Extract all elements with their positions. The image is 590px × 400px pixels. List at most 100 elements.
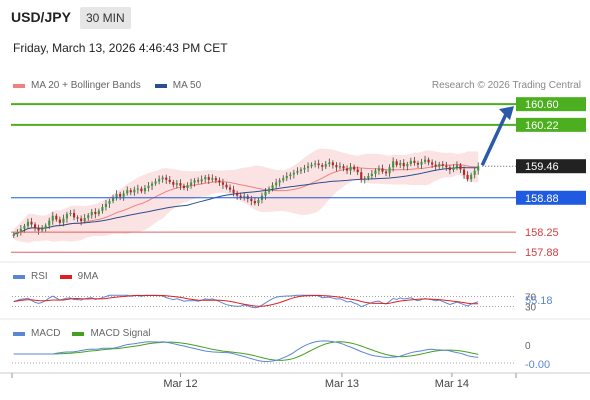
candle-body xyxy=(438,164,441,167)
legend-label-macd-signal: MACD Signal xyxy=(90,328,151,339)
level-tag-resistance xyxy=(516,97,586,112)
candle-body xyxy=(306,166,310,168)
candle-body xyxy=(111,197,115,202)
candle-body xyxy=(133,189,136,193)
candle-body xyxy=(179,183,182,186)
candle-body xyxy=(314,163,317,165)
candle-body xyxy=(253,201,256,204)
candle-body xyxy=(282,178,285,181)
candle-body xyxy=(445,165,448,168)
candle-body xyxy=(239,195,242,198)
candle-body xyxy=(324,164,327,167)
rsi-ma-line xyxy=(13,294,479,307)
candle-body xyxy=(150,183,154,186)
candle-body xyxy=(44,225,47,229)
level-label-resistance: 160.60 xyxy=(525,99,559,111)
candle-body xyxy=(459,165,462,170)
candle-body xyxy=(122,193,125,197)
candle-body xyxy=(264,191,267,196)
rsi-value-label: 55.18 xyxy=(525,295,553,307)
candle-body xyxy=(285,176,288,179)
candle-body xyxy=(186,185,189,188)
candle-body xyxy=(296,171,299,173)
candle-body xyxy=(80,218,83,222)
candle-body xyxy=(236,192,239,196)
candle-body xyxy=(462,169,466,175)
candle-body xyxy=(395,161,398,166)
legend-rsi: RSI 9MA xyxy=(13,271,98,282)
level-tag-resistance xyxy=(516,117,586,132)
candle-body xyxy=(317,163,320,166)
candle-body xyxy=(292,172,295,175)
candle-body xyxy=(218,180,221,183)
candle-body xyxy=(402,162,405,167)
candle-body xyxy=(193,180,196,183)
candle-body xyxy=(441,164,444,166)
candle-body xyxy=(72,213,76,218)
candle-body xyxy=(168,179,171,182)
candle-body xyxy=(129,190,132,193)
legend-label-macd: MACD xyxy=(31,328,61,339)
candle-body xyxy=(331,162,334,166)
target-arrow-shaft xyxy=(480,113,508,166)
candle-body xyxy=(431,162,434,165)
candle-body xyxy=(41,228,44,231)
candle-body xyxy=(356,169,359,173)
interval-button[interactable]: 30 MIN xyxy=(80,7,131,29)
level-label-support: 157.88 xyxy=(525,247,559,259)
level-label-resistance: 160.22 xyxy=(525,120,559,132)
candle-body xyxy=(310,164,313,167)
price-levels: 160.60 160.22 159.46 158.88 158.25 157.88 xyxy=(11,97,586,259)
candle-body xyxy=(275,182,278,186)
candle-body xyxy=(384,171,388,174)
candle-body xyxy=(55,215,58,220)
candle-body xyxy=(204,177,207,180)
candle-body xyxy=(172,181,175,185)
candle-body xyxy=(62,218,65,223)
candle-body xyxy=(399,162,402,166)
research-credit: Research © 2026 Trading Central xyxy=(431,80,581,91)
candle-body xyxy=(321,165,324,167)
candle-body xyxy=(158,179,161,182)
legend-swatch-rsi xyxy=(13,274,25,279)
candle-body xyxy=(409,160,412,165)
candle-body xyxy=(353,166,356,170)
candle-body xyxy=(65,214,69,219)
macd-panel: 0 -0.00 xyxy=(12,340,550,371)
candle-body xyxy=(143,187,147,192)
candle-body xyxy=(221,182,225,185)
candle-body xyxy=(51,215,54,221)
ma50-line xyxy=(13,167,479,235)
macd-zero-label: 0 xyxy=(525,341,531,352)
candle-body xyxy=(225,184,228,188)
candle-body xyxy=(342,166,345,169)
ma20-line xyxy=(13,163,479,235)
candle-body xyxy=(90,211,93,216)
candle-body xyxy=(289,174,292,177)
candle-body xyxy=(377,168,381,171)
candle-body xyxy=(271,185,274,189)
macd-signal-line xyxy=(13,341,479,361)
legend-swatch-ma50 xyxy=(154,83,167,88)
candle-body xyxy=(370,173,373,177)
x-tick-label: Mar 14 xyxy=(435,378,469,390)
candle-body xyxy=(349,166,352,171)
candle-body xyxy=(228,187,232,190)
candle-body xyxy=(413,160,416,163)
x-tick-label: Mar 12 xyxy=(163,378,197,390)
legend-macd: MACD MACD Signal xyxy=(13,328,150,339)
candle-body xyxy=(108,201,111,204)
candle-body xyxy=(189,182,193,186)
candle-body xyxy=(16,232,19,235)
level-tag-pivot xyxy=(516,190,586,205)
candle-body xyxy=(299,169,303,172)
candle-body xyxy=(48,220,51,226)
candle-body xyxy=(278,180,281,183)
rsi-line xyxy=(13,294,479,309)
legend-label-9ma: 9MA xyxy=(77,271,99,282)
candle-body xyxy=(126,190,129,194)
candle-body xyxy=(87,215,90,218)
candle-body xyxy=(26,221,30,227)
candle-body xyxy=(12,234,15,236)
